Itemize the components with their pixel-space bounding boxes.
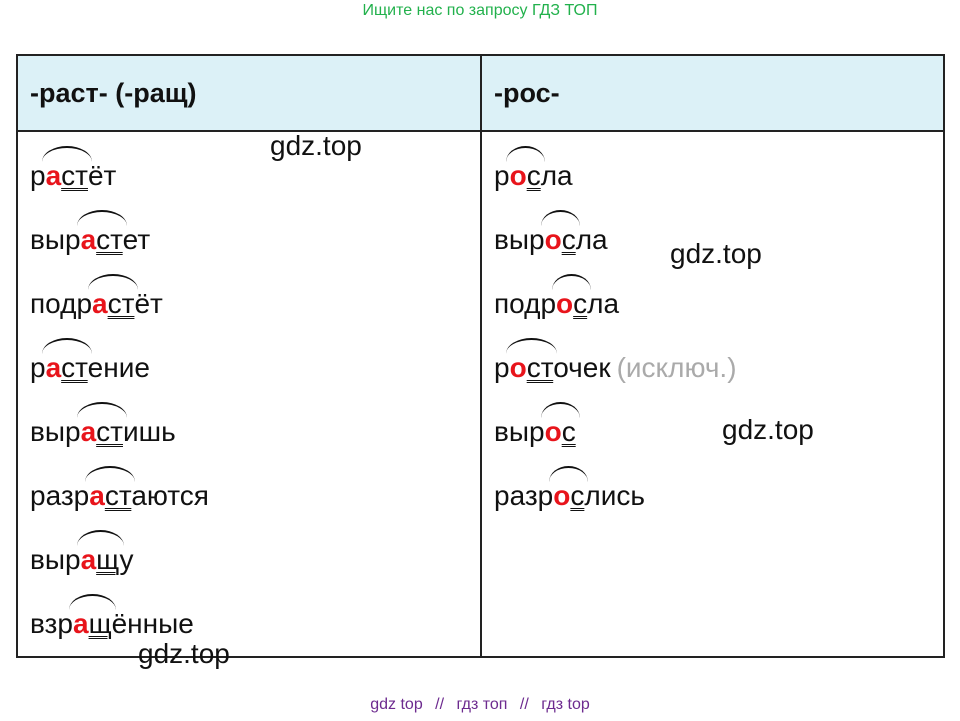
ros-column: росла выросла подросла росточек (исключ.)… — [480, 130, 945, 658]
word-item: разрослись — [494, 480, 645, 511]
footer-banner: gdz top // гдз топ // гдз top — [0, 696, 960, 714]
top-banner: Ищите нас по запросу ГДЗ ТОП — [362, 2, 598, 19]
rast-column: растёт вырастет подрастёт растение вырас… — [16, 130, 482, 658]
body-row: растёт вырастет подрастёт растение вырас… — [16, 130, 945, 658]
word-item: выросла — [494, 224, 608, 255]
word-item: выращу — [30, 544, 134, 575]
footer-separator: // — [435, 696, 445, 713]
footer-text: гдз топ — [456, 696, 508, 713]
word-item: разрастаются — [30, 480, 209, 511]
footer-text: gdz top — [370, 696, 423, 713]
watermark: gdz.top — [138, 638, 230, 669]
word-item: растение — [30, 352, 150, 383]
watermark: gdz.top — [670, 238, 762, 269]
word-item: вырастишь — [30, 416, 176, 447]
header-row: -раст- (-ращ) -рос- — [16, 54, 945, 132]
watermark: gdz.top — [270, 130, 362, 161]
roots-table: -раст- (-ращ) -рос- растёт вырастет подр… — [16, 54, 945, 658]
exception-note: (исключ.) — [616, 352, 737, 383]
word-item: вырос — [494, 416, 576, 447]
word-item: подрастёт — [30, 288, 163, 319]
footer-text: гдз top — [541, 696, 590, 713]
word-item: росточек (исключ.) — [494, 352, 737, 383]
word-item: росла — [494, 160, 573, 191]
word-item: растёт — [30, 160, 117, 191]
word-item: взращённые — [30, 608, 194, 639]
footer-separator: // — [519, 696, 529, 713]
header-rast: -раст- (-ращ) — [16, 54, 482, 132]
word-item: вырастет — [30, 224, 151, 255]
word-item: подросла — [494, 288, 620, 319]
watermark: gdz.top — [722, 414, 814, 445]
header-ros: -рос- — [480, 54, 945, 132]
